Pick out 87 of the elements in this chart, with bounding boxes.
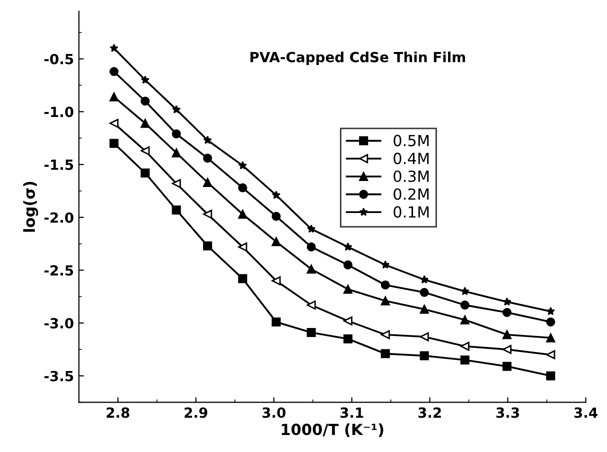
point xyxy=(546,317,556,326)
point xyxy=(203,136,212,144)
point xyxy=(306,224,316,233)
point xyxy=(343,260,352,270)
point xyxy=(172,205,181,214)
point xyxy=(546,306,555,316)
y-tick-label: -2.0 xyxy=(44,212,74,223)
point xyxy=(460,356,470,365)
point xyxy=(546,350,556,360)
y-tick-label: -3.5 xyxy=(44,370,74,382)
point xyxy=(502,362,512,371)
x-axis-title: 1000/T (K⁻¹) xyxy=(282,423,384,437)
point xyxy=(203,210,212,219)
y-tick-label: -1.0 xyxy=(44,106,74,118)
point xyxy=(203,154,212,163)
point xyxy=(502,297,512,306)
point xyxy=(238,183,248,192)
point xyxy=(109,67,119,76)
legend-label: 0.3M xyxy=(394,170,429,182)
point xyxy=(203,178,212,187)
point xyxy=(172,105,181,114)
x-tick-label: 3.0 xyxy=(262,407,286,418)
legend-label: 0.2M xyxy=(394,188,429,200)
point xyxy=(140,168,150,178)
point xyxy=(546,371,556,380)
point xyxy=(502,330,512,340)
y-axis-title: log(σ) xyxy=(23,182,38,232)
point xyxy=(109,92,119,102)
point xyxy=(420,332,429,342)
point xyxy=(140,146,150,156)
y-tick-label: -0.5 xyxy=(44,54,74,64)
point xyxy=(140,96,150,106)
point xyxy=(140,118,150,128)
x-tick-label: 3.4 xyxy=(574,407,598,418)
point xyxy=(272,190,281,199)
point xyxy=(203,241,212,250)
point xyxy=(306,264,316,274)
point xyxy=(420,304,429,314)
point xyxy=(109,118,119,128)
x-tick-label: 3.2 xyxy=(418,407,441,418)
point xyxy=(420,275,429,284)
point xyxy=(380,296,390,306)
point xyxy=(306,300,316,310)
point xyxy=(238,210,248,219)
text: PVA-Capped CdSe Thin Film xyxy=(250,52,466,66)
point xyxy=(272,237,281,246)
x-tick-label: 2.9 xyxy=(184,407,208,418)
point xyxy=(344,242,352,251)
point xyxy=(110,44,118,52)
point xyxy=(272,276,281,286)
point xyxy=(172,179,181,188)
point xyxy=(238,161,247,170)
point xyxy=(460,300,470,310)
point xyxy=(460,342,470,351)
point xyxy=(502,308,512,317)
point xyxy=(420,288,429,297)
point xyxy=(380,349,390,358)
point xyxy=(420,351,429,360)
y-tick-label: -1.5 xyxy=(44,160,74,170)
point xyxy=(460,315,470,324)
point xyxy=(238,274,248,284)
point xyxy=(381,260,390,269)
x-tick-label: 2.8 xyxy=(106,407,130,418)
legend-label: 0.1M xyxy=(394,206,429,218)
point xyxy=(460,286,470,296)
point xyxy=(272,212,281,221)
point xyxy=(380,280,390,290)
point xyxy=(272,317,281,326)
point xyxy=(343,334,352,344)
point xyxy=(109,138,119,148)
point xyxy=(546,333,556,342)
legend-label: 0.5M xyxy=(394,134,429,146)
point xyxy=(172,129,181,138)
point xyxy=(380,330,390,340)
point xyxy=(343,284,352,294)
x-tick-label: 3.3 xyxy=(496,407,519,418)
point xyxy=(140,75,150,84)
point xyxy=(343,316,352,326)
y-tick-label: -3.0 xyxy=(44,318,74,328)
y-tick-label: -2.5 xyxy=(44,265,74,276)
point xyxy=(306,242,316,252)
point xyxy=(172,148,181,158)
point xyxy=(238,242,248,252)
point xyxy=(502,344,512,354)
x-tick-label: 3.1 xyxy=(340,407,364,418)
legend-label: 0.4M xyxy=(394,152,429,164)
point xyxy=(306,328,316,338)
